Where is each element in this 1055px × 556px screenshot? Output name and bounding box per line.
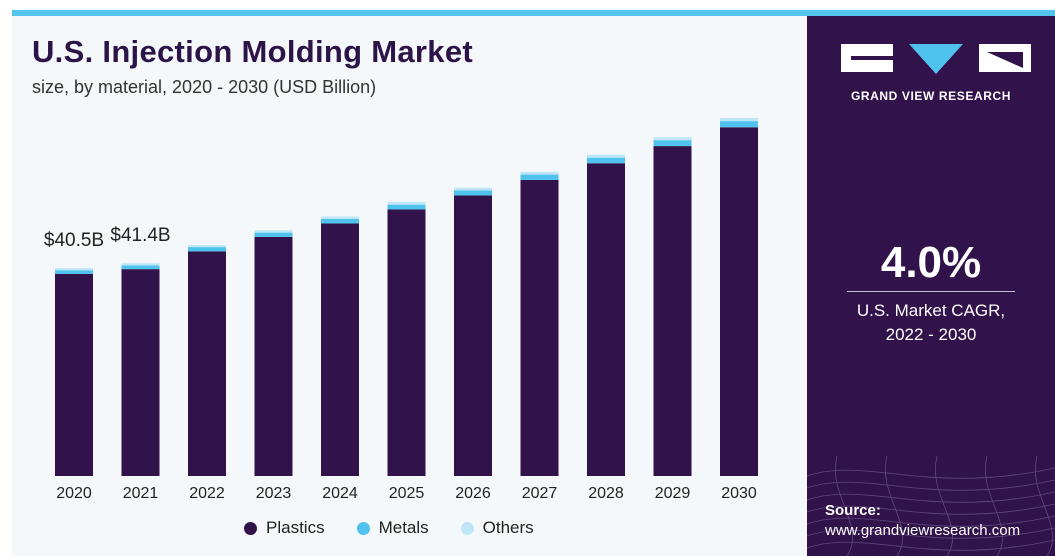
x-tick-label-2024: 2024: [322, 485, 358, 502]
bar-others-2029: [653, 137, 692, 141]
bar-others-2022: [188, 244, 226, 248]
wave-pattern-decoration: [807, 456, 1055, 556]
source-label: Source:: [825, 502, 881, 519]
bar-metals-2027: [520, 174, 559, 180]
bar-others-2026: [454, 187, 492, 191]
x-tick-label-2020: 2020: [56, 485, 92, 502]
gvr-logo-icon: [841, 44, 1031, 74]
x-tick-label-2025: 2025: [389, 485, 425, 502]
bar-metals-2025: [387, 204, 426, 210]
chart-frame: 2020 2021 2022 2023 2024 2025 2026 2027 2028 2029…: [12, 10, 1055, 556]
cagr-divider: [847, 291, 1015, 292]
legend-item-others: Others: [460, 518, 534, 538]
bar-plastics-2023: [254, 236, 293, 476]
bar-plastics-2020: [55, 273, 93, 476]
x-tick-label-2030: 2030: [721, 485, 757, 502]
bar-others-2030: [720, 117, 758, 122]
bar-metals-2023: [254, 232, 293, 237]
bar-others-2020: [55, 268, 93, 271]
x-tick-label-2022: 2022: [189, 485, 225, 502]
legend-label-plastics: Plastics: [266, 518, 325, 537]
bar-plastics-2022: [188, 251, 226, 476]
legend-swatch-plastics: [244, 521, 257, 535]
legend-label-metals: Metals: [378, 518, 429, 537]
cagr-label: U.S. Market CAGR, 2022 - 2030: [807, 299, 1055, 347]
bar-metals-2030: [720, 121, 758, 128]
side-panel: GRAND VIEW RESEARCH 4.0% U.S. Market CAG…: [807, 16, 1055, 556]
bar-metals-2024: [321, 218, 359, 224]
x-tick-label-2023: 2023: [256, 485, 292, 502]
x-tick-label-2028: 2028: [588, 485, 624, 502]
legend: Plastics Metals Others: [244, 518, 534, 538]
bar-others-2023: [254, 230, 293, 233]
chart-subtitle: size, by material, 2020 - 2030 (USD Bill…: [32, 77, 377, 97]
legend-label-others: Others: [482, 518, 534, 537]
cagr-label-line1: U.S. Market CAGR,: [856, 301, 1006, 320]
bar-plastics-2025: [387, 209, 426, 476]
bar-metals-2021: [121, 265, 160, 270]
legend-swatch-others: [460, 521, 474, 535]
top-accent-bar: [12, 10, 1055, 16]
bar-others-2027: [520, 171, 559, 175]
bar-plastics-2027: [520, 179, 559, 476]
bar-plastics-2029: [653, 146, 692, 477]
bar-others-2028: [587, 154, 625, 158]
bar-metals-2029: [653, 140, 692, 147]
x-tick-label-2026: 2026: [455, 485, 491, 502]
bar-others-2025: [387, 201, 426, 205]
bar-plastics-2021: [121, 269, 160, 476]
data-label-2021: $41.4B: [110, 225, 170, 246]
legend-item-plastics: Plastics: [244, 518, 325, 538]
legend-item-metals: Metals: [356, 518, 429, 538]
bar-metals-2028: [587, 157, 625, 164]
data-label-2020: $40.5B: [44, 230, 104, 251]
bar-others-2021: [121, 263, 160, 266]
bar-metals-2020: [55, 270, 93, 274]
legend-swatch-metals: [356, 521, 370, 535]
bar-plastics-2028: [587, 163, 625, 477]
bar-metals-2022: [188, 247, 226, 252]
source-url: www.grandviewresearch.com: [825, 522, 1021, 539]
x-tick-label-2029: 2029: [655, 485, 691, 502]
bar-others-2024: [321, 216, 359, 219]
brand-name: GRAND VIEW RESEARCH: [850, 89, 1012, 103]
chart-plot: 2020 2021 2022 2023 2024 2025 2026 2027 2028 2029…: [44, 117, 758, 502]
cagr-value: 4.0%: [880, 238, 982, 287]
chart-title: U.S. Injection Molding Market: [32, 34, 474, 69]
bar-metals-2026: [454, 190, 492, 196]
x-tick-label-2021: 2021: [123, 485, 159, 502]
bar-plastics-2024: [321, 223, 359, 476]
cagr-label-line2: 2022 - 2030: [885, 325, 977, 344]
bar-plastics-2026: [454, 195, 492, 476]
bar-plastics-2030: [720, 127, 758, 477]
x-tick-label-2027: 2027: [522, 485, 558, 502]
